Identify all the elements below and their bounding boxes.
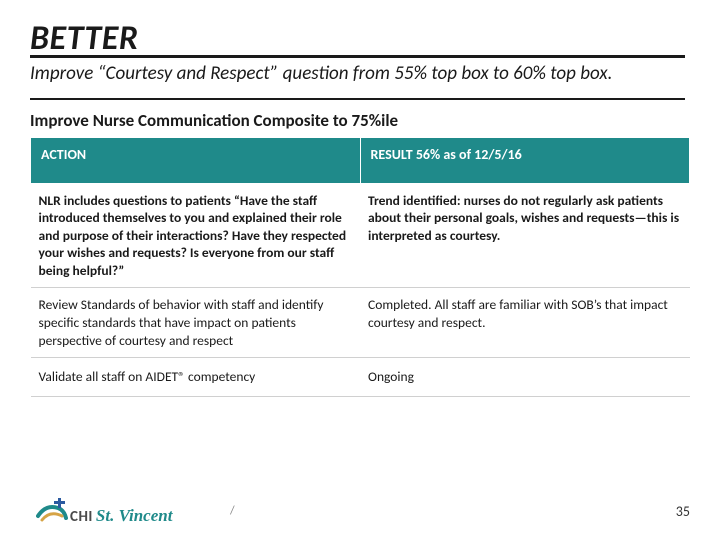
table-row: Validate all staff on AIDET® competency … [31, 358, 690, 397]
cell-result: Completed. All staff are familiar with S… [360, 288, 690, 358]
page-number: 35 [676, 503, 690, 520]
th-result: RESULT 56% as of 12/5/16 [360, 137, 690, 183]
cell-action: NLR includes questions to patients “Have… [31, 183, 361, 288]
action-result-table: ACTION RESULT 56% as of 12/5/16 NLR incl… [30, 137, 690, 397]
cell-action: Validate all staff on AIDET® competency [31, 358, 361, 397]
subtitle: Improve “Courtesy and Respect” question … [30, 62, 670, 86]
logo-text: CHI St. Vincent [70, 506, 172, 526]
logo-chi: CHI [70, 508, 93, 526]
logo: CHI St. Vincent [36, 496, 172, 526]
composite-heading: Improve Nurse Communication Composite to… [30, 110, 690, 131]
table-row: Review Standards of behavior with staff … [31, 288, 690, 358]
page-title: BETTER [30, 18, 690, 59]
slide: BETTER Improve “Courtesy and Respect” qu… [0, 0, 720, 540]
cell-action: Review Standards of behavior with staff … [31, 288, 361, 358]
cell-result: Ongoing [360, 358, 690, 397]
footer-divider: / [230, 504, 235, 518]
logo-stvincent: St. Vincent [96, 506, 173, 526]
th-action: ACTION [31, 137, 361, 183]
footer: CHI St. Vincent / 35 [30, 486, 690, 526]
cell-result: Trend identified: nurses do not regularl… [360, 183, 690, 288]
table-row: NLR includes questions to patients “Have… [31, 183, 690, 288]
subtitle-underline [30, 98, 685, 100]
logo-mark-icon [36, 496, 68, 526]
